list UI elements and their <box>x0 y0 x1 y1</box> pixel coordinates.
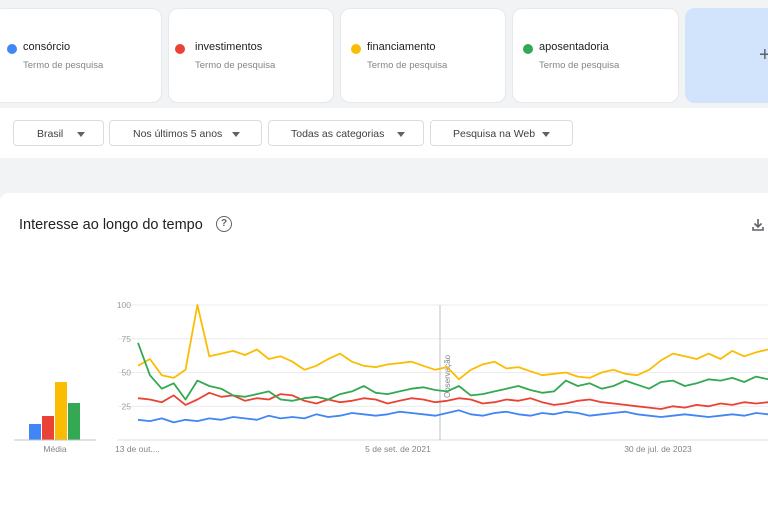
download-icon[interactable] <box>750 217 766 233</box>
panel-title: Interesse ao longo do tempo <box>19 217 203 233</box>
term-card-consorcio[interactable]: consórcio Termo de pesquisa <box>0 8 162 103</box>
search-type-label: Pesquisa na Web <box>453 128 536 140</box>
search-type-dropdown[interactable]: Pesquisa na Web <box>430 120 573 146</box>
period-dropdown[interactable]: Nos últimos 5 anos <box>109 120 262 146</box>
help-circle-icon[interactable]: ? <box>216 216 232 232</box>
filters-bar: Brasil Nos últimos 5 anos Todas as categ… <box>0 108 768 158</box>
term-subtitle: Termo de pesquisa <box>539 60 620 71</box>
series-line <box>137 342 768 402</box>
series-color-dot <box>523 44 533 54</box>
term-card-aposentadoria[interactable]: aposentadoria Termo de pesquisa <box>512 8 679 103</box>
interest-over-time-panel: Interesse ao longo do tempo ? <box>0 193 768 512</box>
x-tick-label: 13 de out.... <box>115 444 160 454</box>
period-label: Nos últimos 5 anos <box>133 128 223 140</box>
average-bars <box>14 382 96 441</box>
term-card-investimentos[interactable]: investimentos Termo de pesquisa <box>168 8 334 103</box>
caret-down-icon <box>77 132 85 137</box>
average-bar <box>55 382 67 440</box>
caret-down-icon <box>397 132 405 137</box>
y-tick-label: 100 <box>117 300 131 310</box>
term-name[interactable]: aposentadoria <box>539 41 609 53</box>
series-lines <box>137 304 768 424</box>
term-subtitle: Termo de pesquisa <box>367 60 448 71</box>
term-name[interactable]: financiamento <box>367 41 436 53</box>
x-tick-label: 5 de set. de 2021 <box>365 444 431 454</box>
region-dropdown[interactable]: Brasil <box>13 120 104 146</box>
search-terms-bar: consórcio Termo de pesquisa investimento… <box>0 8 768 103</box>
term-card-financiamento[interactable]: financiamento Termo de pesquisa <box>340 8 506 103</box>
average-bar <box>42 416 54 440</box>
chart-gridlines <box>118 304 768 441</box>
series-color-dot <box>351 44 361 54</box>
x-tick-labels: 13 de out.... 5 de set. de 2021 30 de jul.… <box>115 444 692 454</box>
term-name[interactable]: consórcio <box>23 41 71 53</box>
region-label: Brasil <box>37 128 64 140</box>
note-marker-label: Observação <box>443 354 452 398</box>
series-line <box>137 409 768 424</box>
category-label: Todas as categorias <box>291 128 385 140</box>
average-label: Média <box>43 444 66 454</box>
average-bar <box>68 403 80 440</box>
term-subtitle: Termo de pesquisa <box>195 60 276 71</box>
term-name[interactable]: investimentos <box>195 41 263 53</box>
add-term-button[interactable]: + <box>685 8 768 103</box>
category-dropdown[interactable]: Todas as categorias <box>268 120 424 146</box>
interest-line-chart: Média 25 50 75 100 13 de out.... 5 de set. d… <box>14 300 768 454</box>
y-tick-label: 25 <box>122 401 132 411</box>
series-color-dot <box>175 44 185 54</box>
series-color-dot <box>7 44 17 54</box>
caret-down-icon <box>232 132 240 137</box>
y-tick-label: 50 <box>122 368 132 378</box>
average-bar <box>29 424 41 440</box>
plus-icon: + <box>759 44 768 66</box>
y-tick-labels: 25 50 75 100 <box>117 300 131 411</box>
term-subtitle: Termo de pesquisa <box>23 60 104 71</box>
caret-down-icon <box>542 132 550 137</box>
series-line <box>137 391 768 410</box>
x-tick-label: 30 de jul. de 2023 <box>624 444 692 454</box>
y-tick-label: 75 <box>122 334 132 344</box>
series-line <box>137 304 768 381</box>
